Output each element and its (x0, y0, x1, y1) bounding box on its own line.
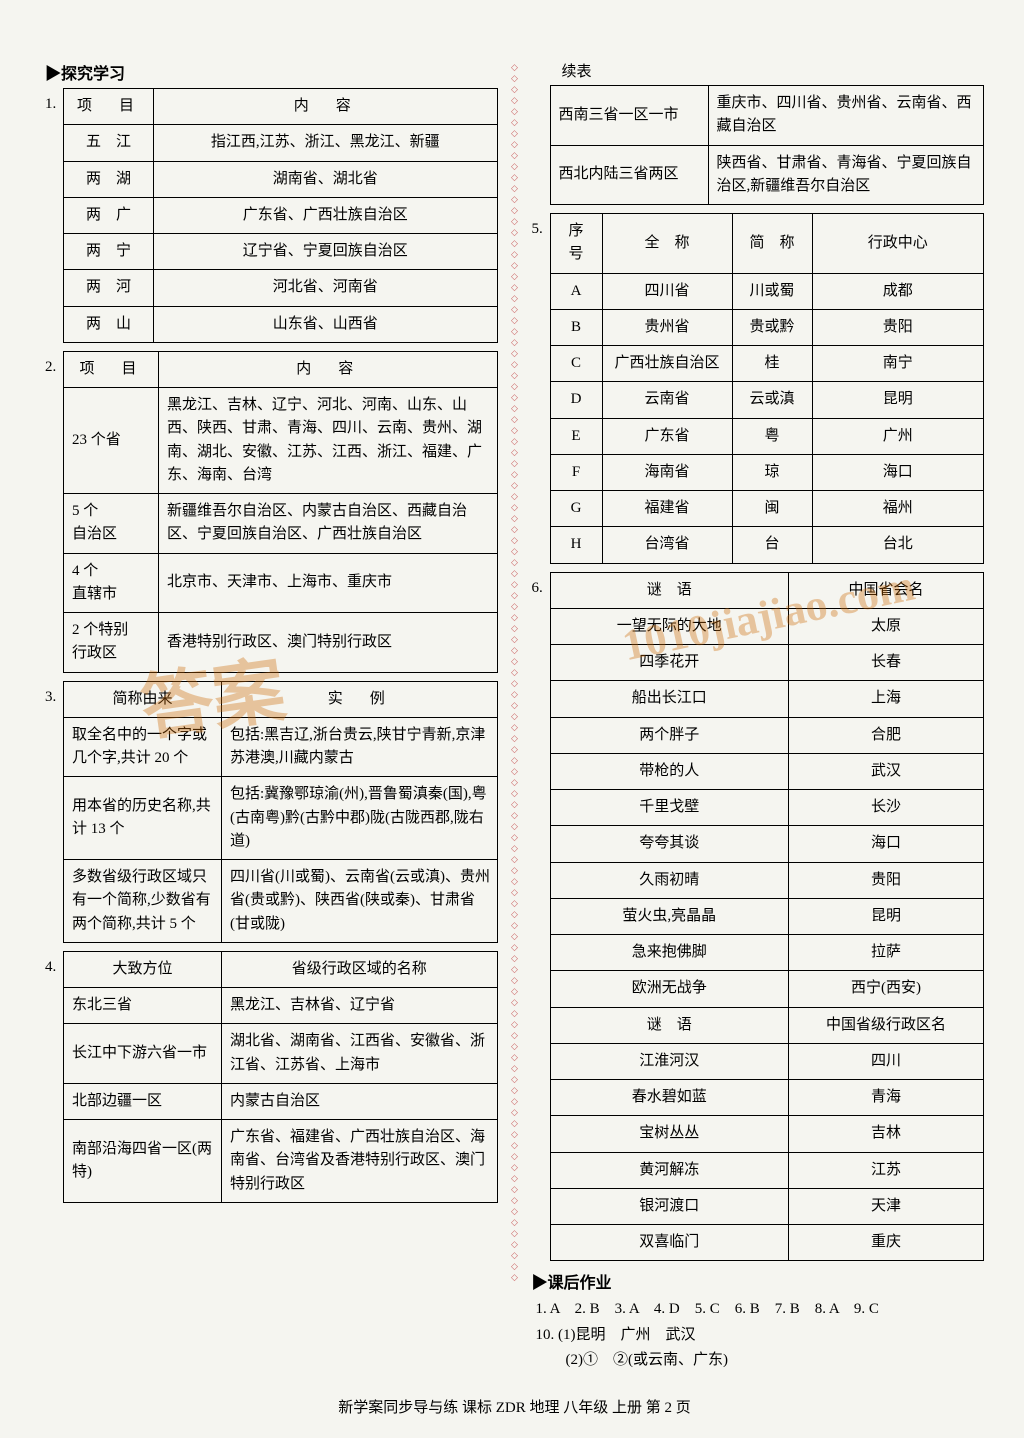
table-row: 5 个 自治区新疆维吾尔自治区、内蒙古自治区、西藏自治区、宁夏回族自治区、广西壮… (64, 494, 498, 554)
table-row: 两 广广东省、广西壮族自治区 (64, 197, 498, 233)
q3-table: 简称由来实 例 取全名中的一个字或几个字,共计 20 个包括:黑吉辽,浙台贵云,… (63, 681, 498, 943)
table-row: 项 目内 容 (64, 351, 498, 387)
q6-h1a: 谜 语 (550, 572, 788, 608)
q1-h1: 项 目 (64, 89, 154, 125)
right-column: 续表 西南三省一区一市重庆市、四川省、贵州省、云南省、西藏自治区 西北内陆三省两… (532, 60, 985, 1374)
q4-h2: 省级行政区域的名称 (222, 951, 498, 987)
continued-label: 续表 (562, 60, 985, 81)
table-row: 双喜临门重庆 (550, 1225, 984, 1261)
section-homework-heading: ▶课后作业 (532, 1269, 985, 1293)
table-row: 西南三省一区一市重庆市、四川省、贵州省、云南省、西藏自治区 (550, 86, 984, 146)
table-row: 银河渡口天津 (550, 1188, 984, 1224)
table-row: 春水碧如蓝青海 (550, 1080, 984, 1116)
table-row: A四川省川或蜀成都 (550, 273, 984, 309)
homework-answers: 1. A 2. B 3. A 4. D 5. C 6. B 7. B 8. A … (532, 1297, 985, 1374)
table-row: C广西壮族自治区桂南宁 (550, 346, 984, 382)
table-row: 五 江指江西,江苏、浙江、黑龙江、新疆 (64, 125, 498, 161)
table-row: 两 山山东省、山西省 (64, 306, 498, 342)
q2-number: 2. (45, 359, 56, 376)
table-row: 宝树丛丛吉林 (550, 1116, 984, 1152)
table-row: B贵州省贵或黔贵阳 (550, 309, 984, 345)
table-row: 两 湖湖南省、湖北省 (64, 161, 498, 197)
q4-continued-block: 西南三省一区一市重庆市、四川省、贵州省、云南省、西藏自治区 西北内陆三省两区陕西… (532, 85, 985, 205)
q4-table: 大致方位省级行政区域的名称 东北三省黑龙江、吉林省、辽宁省 长江中下游六省一市湖… (63, 951, 498, 1203)
table-row: 两个胖子合肥 (550, 717, 984, 753)
table-row: 大致方位省级行政区域的名称 (64, 951, 498, 987)
table-row: 船出长江口上海 (550, 681, 984, 717)
hw-line2: 10. (1)昆明 广州 武汉 (536, 1323, 985, 1349)
table-row: 四季花开长春 (550, 645, 984, 681)
table-row: 取全名中的一个字或几个字,共计 20 个包括:黑吉辽,浙台贵云,陕甘宁青新,京津… (64, 717, 498, 777)
q6-h2a: 中国省会名 (788, 572, 983, 608)
table-row: 久雨初晴贵阳 (550, 862, 984, 898)
q1-block: 1. 项 目内 容 五 江指江西,江苏、浙江、黑龙江、新疆 两 湖湖南省、湖北省… (45, 88, 498, 343)
table-row: 两 河河北省、河南省 (64, 270, 498, 306)
table-row: 江淮河汉四川 (550, 1043, 984, 1079)
table-row: 项 目内 容 (64, 89, 498, 125)
q5-h1: 序 号 (550, 214, 602, 274)
table-row: 4 个 直辖市北京市、天津市、上海市、重庆市 (64, 553, 498, 613)
q1-table: 项 目内 容 五 江指江西,江苏、浙江、黑龙江、新疆 两 湖湖南省、湖北省 两 … (63, 88, 498, 343)
page-body: ▶探究学习 1. 项 目内 容 五 江指江西,江苏、浙江、黑龙江、新疆 两 湖湖… (45, 60, 984, 1374)
page-footer: 新学案同步导与练 课标 ZDR 地理 八年级 上册 第 2 页 (45, 1396, 984, 1417)
q4-h1: 大致方位 (64, 951, 222, 987)
q2-h1: 项 目 (64, 351, 159, 387)
q6-h1b: 谜 语 (550, 1007, 788, 1043)
q6-h2b: 中国省级行政区名 (788, 1007, 983, 1043)
table-row: 谜 语中国省级行政区名 (550, 1007, 984, 1043)
q5-block: 5. 序 号 全 称 简 称 行政中心 A四川省川或蜀成都 B贵州省贵或黔贵阳 … (532, 213, 985, 564)
table-row: 急来抱佛脚拉萨 (550, 935, 984, 971)
table-row: F海南省琼海口 (550, 454, 984, 490)
q2-block: 2. 项 目内 容 23 个省黑龙江、吉林、辽宁、河北、河南、山东、山西、陕西、… (45, 351, 498, 673)
q4-number: 4. (45, 959, 56, 976)
hw-line1: 1. A 2. B 3. A 4. D 5. C 6. B 7. B 8. A … (536, 1297, 985, 1323)
q3-number: 3. (45, 689, 56, 706)
table-row: 南部沿海四省一区(两特)广东省、福建省、广西壮族自治区、海南省、台湾省及香港特别… (64, 1120, 498, 1203)
table-row: 黄河解冻江苏 (550, 1152, 984, 1188)
table-row: 两 宁辽宁省、宁夏回族自治区 (64, 234, 498, 270)
table-row: H台湾省台台北 (550, 527, 984, 563)
table-row: 多数省级行政区域只有一个简称,少数省有两个简称,共计 5 个四川省(川或蜀)、云… (64, 860, 498, 943)
q5-h3: 简 称 (732, 214, 812, 274)
table-row: 用本省的历史名称,共计 13 个包括:冀豫鄂琼渝(州),晋鲁蜀滇秦(国),粤(古… (64, 777, 498, 860)
q3-h2: 实 例 (222, 681, 498, 717)
table-row: D云南省云或滇昆明 (550, 382, 984, 418)
q1-number: 1. (45, 96, 56, 113)
q5-number: 5. (532, 221, 543, 238)
table-row: G福建省闽福州 (550, 491, 984, 527)
table-row: 北部边疆一区内蒙古自治区 (64, 1083, 498, 1119)
q2-h2: 内 容 (159, 351, 498, 387)
q4c-table: 西南三省一区一市重庆市、四川省、贵州省、云南省、西藏自治区 西北内陆三省两区陕西… (550, 85, 985, 205)
table-row: 2 个特别 行政区香港特别行政区、澳门特别行政区 (64, 613, 498, 673)
q6-table: 谜 语中国省会名 一望无际的大地太原 四季花开长春 船出长江口上海 两个胖子合肥… (550, 572, 985, 1262)
left-column: ▶探究学习 1. 项 目内 容 五 江指江西,江苏、浙江、黑龙江、新疆 两 湖湖… (45, 60, 498, 1374)
table-row: 东北三省黑龙江、吉林省、辽宁省 (64, 988, 498, 1024)
table-row: 长江中下游六省一市湖北省、湖南省、江西省、安徽省、浙江省、江苏省、上海市 (64, 1024, 498, 1084)
table-row: 序 号 全 称 简 称 行政中心 (550, 214, 984, 274)
table-row: E广东省粤广州 (550, 418, 984, 454)
table-row: 谜 语中国省会名 (550, 572, 984, 608)
q5-table: 序 号 全 称 简 称 行政中心 A四川省川或蜀成都 B贵州省贵或黔贵阳 C广西… (550, 213, 985, 564)
table-row: 一望无际的大地太原 (550, 608, 984, 644)
table-row: 简称由来实 例 (64, 681, 498, 717)
table-row: 萤火虫,亮晶晶昆明 (550, 898, 984, 934)
q1-h2: 内 容 (154, 89, 498, 125)
table-row: 西北内陆三省两区陕西省、甘肃省、青海省、宁夏回族自治区,新疆维吾尔自治区 (550, 145, 984, 205)
section-explore-heading: ▶探究学习 (45, 60, 498, 84)
q2-table: 项 目内 容 23 个省黑龙江、吉林、辽宁、河北、河南、山东、山西、陕西、甘肃、… (63, 351, 498, 673)
q5-h4: 行政中心 (812, 214, 984, 274)
table-row: 千里戈壁长沙 (550, 790, 984, 826)
q5-h2: 全 称 (602, 214, 732, 274)
q6-block: 6. 谜 语中国省会名 一望无际的大地太原 四季花开长春 船出长江口上海 两个胖… (532, 572, 985, 1262)
q3-block: 3. 简称由来实 例 取全名中的一个字或几个字,共计 20 个包括:黑吉辽,浙台… (45, 681, 498, 943)
table-row: 23 个省黑龙江、吉林、辽宁、河北、河南、山东、山西、陕西、甘肃、青海、四川、云… (64, 388, 498, 494)
table-row: 欧洲无战争西宁(西安) (550, 971, 984, 1007)
q6-number: 6. (532, 580, 543, 597)
hw-line3: (2)① ②(或云南、广东) (536, 1348, 985, 1374)
table-row: 夸夸其谈海口 (550, 826, 984, 862)
q3-h1: 简称由来 (64, 681, 222, 717)
column-separator: ◇◇◇◇◇◇◇◇◇◇◇◇◇◇◇◇◇◇◇◇◇◇◇◇◇◇◇◇◇◇◇◇◇◇◇◇◇◇◇◇… (510, 60, 520, 1374)
table-row: 带枪的人武汉 (550, 753, 984, 789)
q4-block: 4. 大致方位省级行政区域的名称 东北三省黑龙江、吉林省、辽宁省 长江中下游六省… (45, 951, 498, 1203)
